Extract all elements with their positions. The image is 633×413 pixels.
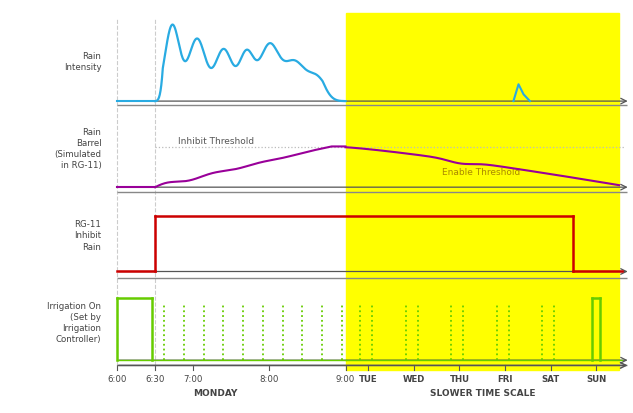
- Text: RG-11
Inhibit
Rain: RG-11 Inhibit Rain: [74, 220, 101, 251]
- Text: Rain
Intensity: Rain Intensity: [64, 52, 101, 72]
- Text: Inhibit Threshold: Inhibit Threshold: [178, 136, 254, 145]
- Bar: [346, 14, 619, 370]
- Text: FRI: FRI: [498, 375, 513, 384]
- Text: 8:00: 8:00: [260, 375, 279, 384]
- Text: 9:00: 9:00: [336, 375, 355, 384]
- Text: 7:00: 7:00: [184, 375, 203, 384]
- Text: WED: WED: [403, 375, 425, 384]
- Text: Irrigation On
(Set by
Irrigation
Controller): Irrigation On (Set by Irrigation Control…: [47, 301, 101, 343]
- Text: Rain
Barrel
(Simulated
in RG-11): Rain Barrel (Simulated in RG-11): [54, 128, 101, 170]
- Text: THU: THU: [449, 375, 470, 384]
- Text: 6:00: 6:00: [108, 375, 127, 384]
- Text: 6:30: 6:30: [146, 375, 165, 384]
- Text: SAT: SAT: [542, 375, 560, 384]
- Text: SLOWER TIME SCALE: SLOWER TIME SCALE: [430, 388, 535, 397]
- Text: MONDAY: MONDAY: [193, 388, 237, 397]
- Text: SUN: SUN: [586, 375, 606, 384]
- Text: Enable Threshold: Enable Threshold: [442, 168, 520, 177]
- Text: TUE: TUE: [359, 375, 378, 384]
